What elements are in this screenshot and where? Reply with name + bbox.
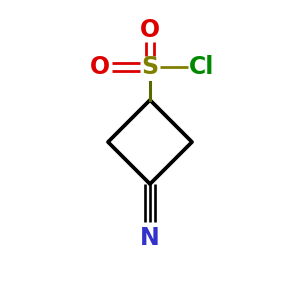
Text: O: O <box>140 18 160 42</box>
Text: O: O <box>90 55 110 79</box>
Text: N: N <box>140 226 160 250</box>
Text: Cl: Cl <box>189 55 215 79</box>
Text: S: S <box>141 55 159 79</box>
